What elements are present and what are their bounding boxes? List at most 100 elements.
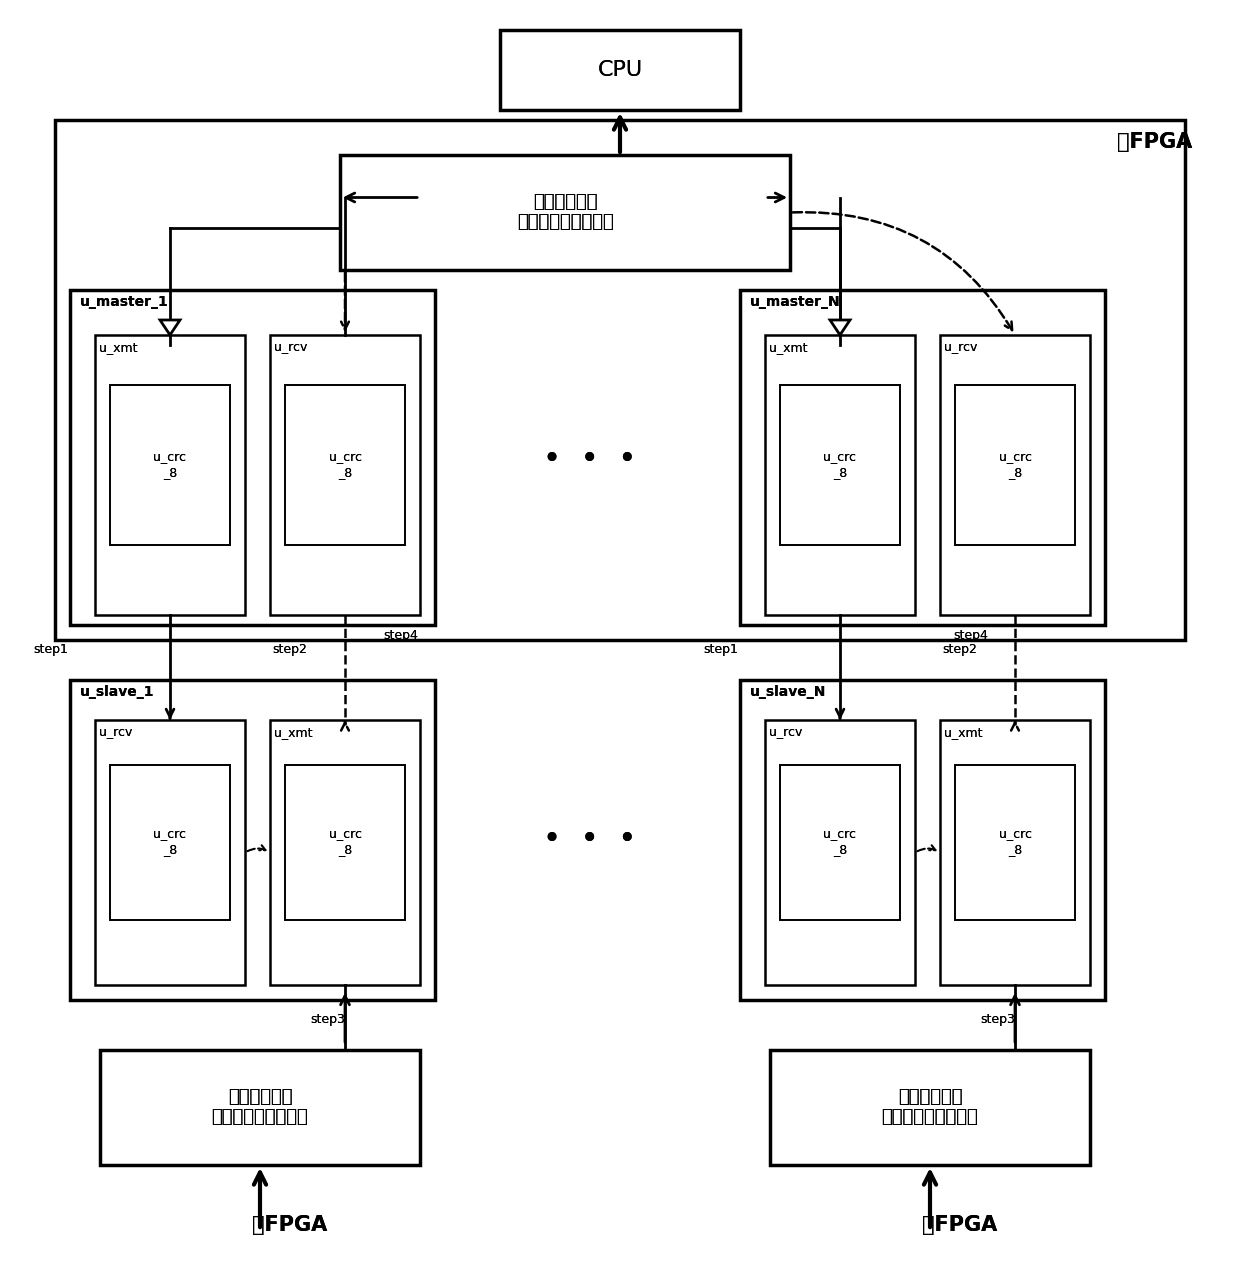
Text: u_crc
_8: u_crc _8 (998, 828, 1032, 856)
Text: step2: step2 (272, 644, 306, 657)
Text: u_master_1: u_master_1 (81, 294, 169, 308)
Bar (740, 680, 1105, 1000)
Text: step3: step3 (980, 1014, 1014, 1027)
Bar (940, 719, 1090, 986)
Text: step4: step4 (954, 628, 988, 641)
Text: step1: step1 (703, 644, 738, 657)
Bar (940, 335, 1090, 614)
Text: step3: step3 (310, 1014, 345, 1027)
Text: u_crc
_8: u_crc _8 (154, 828, 186, 856)
Text: step1: step1 (703, 644, 738, 657)
Text: u_rcv: u_rcv (944, 342, 977, 355)
Text: u_crc
_8: u_crc _8 (823, 451, 857, 479)
Text: step3: step3 (980, 1014, 1014, 1027)
Text: 并行总线接口
寄存器、存储器映射: 并行总线接口 寄存器、存储器映射 (517, 192, 614, 232)
Text: u_crc
_8: u_crc _8 (823, 828, 857, 856)
Bar (955, 765, 1075, 920)
Text: 从FPGA: 从FPGA (923, 1215, 998, 1235)
Bar (340, 155, 790, 270)
Bar (765, 719, 915, 986)
Text: u_crc
_8: u_crc _8 (823, 451, 857, 479)
Text: CPU: CPU (598, 60, 642, 79)
Text: •  •  •: • • • (543, 445, 636, 475)
Text: 并行总线接口
寄存器、存储器映射: 并行总线接口 寄存器、存储器映射 (882, 1088, 978, 1126)
Text: 从FPGA: 从FPGA (253, 1215, 327, 1235)
Text: u_rcv: u_rcv (769, 727, 802, 740)
Text: step2: step2 (942, 644, 977, 657)
Text: u_xmt: u_xmt (944, 727, 982, 740)
Text: u_rcv: u_rcv (274, 342, 308, 355)
Text: u_slave_N: u_slave_N (750, 685, 826, 699)
Text: 从FPGA: 从FPGA (253, 1215, 327, 1235)
Text: u_rcv: u_rcv (944, 342, 977, 355)
Text: 从FPGA: 从FPGA (923, 1215, 998, 1235)
Text: 主FPGA: 主FPGA (1117, 132, 1193, 152)
Text: u_xmt: u_xmt (769, 342, 807, 355)
Bar (955, 385, 1075, 545)
Text: u_crc
_8: u_crc _8 (329, 451, 362, 479)
Text: u_master_N: u_master_N (750, 294, 841, 308)
Text: 并行总线接口
寄存器、存储器映射: 并行总线接口 寄存器、存储器映射 (517, 192, 614, 232)
Text: u_crc
_8: u_crc _8 (329, 828, 362, 856)
Polygon shape (160, 320, 180, 335)
Bar (285, 765, 405, 920)
Text: u_xmt: u_xmt (944, 727, 982, 740)
Text: u_crc
_8: u_crc _8 (998, 828, 1032, 856)
Text: u_slave_N: u_slave_N (750, 685, 826, 699)
Text: u_slave_1: u_slave_1 (81, 685, 155, 699)
Text: u_rcv: u_rcv (99, 727, 133, 740)
Text: step3: step3 (310, 1014, 345, 1027)
Text: u_xmt: u_xmt (274, 727, 312, 740)
Bar (500, 29, 740, 110)
Bar (285, 385, 405, 545)
Text: u_crc
_8: u_crc _8 (329, 451, 362, 479)
Text: u_xmt: u_xmt (99, 342, 138, 355)
Text: 并行总线接口
寄存器、存储器映射: 并行总线接口 寄存器、存储器映射 (212, 1088, 309, 1126)
Bar (740, 291, 1105, 625)
Text: 主FPGA: 主FPGA (1117, 132, 1193, 152)
Text: u_rcv: u_rcv (99, 727, 133, 740)
Polygon shape (830, 320, 849, 335)
Text: •  •  •: • • • (543, 826, 636, 855)
Text: u_xmt: u_xmt (99, 342, 138, 355)
Text: u_crc
_8: u_crc _8 (998, 451, 1032, 479)
Bar (69, 680, 435, 1000)
Text: u_crc
_8: u_crc _8 (998, 451, 1032, 479)
Text: u_rcv: u_rcv (274, 342, 308, 355)
Text: u_xmt: u_xmt (769, 342, 807, 355)
Bar (55, 120, 1185, 640)
Text: •  •  •: • • • (543, 826, 636, 855)
Text: step4: step4 (954, 628, 988, 641)
Text: u_crc
_8: u_crc _8 (154, 451, 186, 479)
Bar (69, 291, 435, 625)
Text: step1: step1 (33, 644, 68, 657)
Bar (95, 335, 246, 614)
Text: u_master_1: u_master_1 (81, 294, 169, 308)
Bar (780, 385, 900, 545)
Bar (270, 719, 420, 986)
Bar (765, 335, 915, 614)
Text: 并行总线接口
寄存器、存储器映射: 并行总线接口 寄存器、存储器映射 (212, 1088, 309, 1126)
Text: 并行总线接口
寄存器、存储器映射: 并行总线接口 寄存器、存储器映射 (882, 1088, 978, 1126)
Text: CPU: CPU (598, 60, 642, 79)
Text: step1: step1 (33, 644, 68, 657)
Bar (110, 765, 229, 920)
Bar (95, 719, 246, 986)
Bar (100, 1050, 420, 1165)
Text: step2: step2 (942, 644, 977, 657)
Text: u_crc
_8: u_crc _8 (329, 828, 362, 856)
Text: u_xmt: u_xmt (274, 727, 312, 740)
Bar (780, 765, 900, 920)
Bar (770, 1050, 1090, 1165)
Text: u_crc
_8: u_crc _8 (154, 451, 186, 479)
Text: u_master_N: u_master_N (750, 294, 841, 308)
Text: u_crc
_8: u_crc _8 (154, 828, 186, 856)
Text: u_slave_1: u_slave_1 (81, 685, 155, 699)
Text: •  •  •: • • • (543, 445, 636, 475)
Bar (110, 385, 229, 545)
Text: u_rcv: u_rcv (769, 727, 802, 740)
Bar (270, 335, 420, 614)
Text: step2: step2 (272, 644, 306, 657)
Text: step4: step4 (383, 628, 418, 641)
Text: u_crc
_8: u_crc _8 (823, 828, 857, 856)
